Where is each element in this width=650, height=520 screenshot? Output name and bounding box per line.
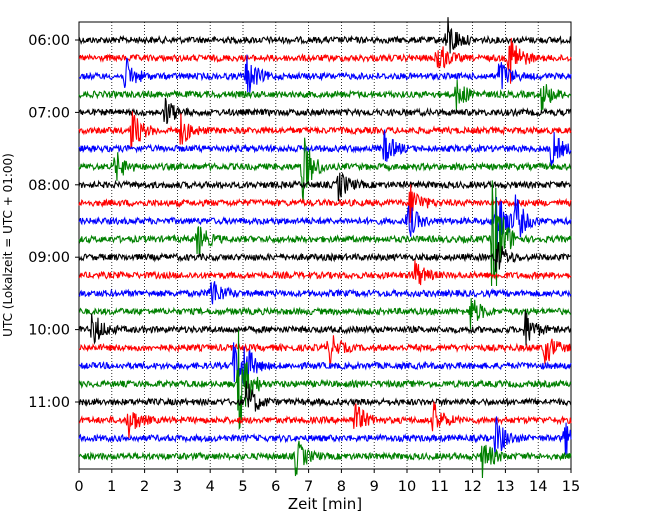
trace-line (78, 54, 572, 93)
seismic-traces (78, 17, 572, 478)
x-tick-label: 4 (206, 479, 215, 495)
x-tick-label: 7 (304, 479, 313, 495)
x-tick-label: 1 (107, 479, 116, 495)
y-axis-title: UTC (Lokalzeit = UTC + 01:00) (1, 153, 15, 337)
trace-line (78, 184, 572, 223)
y-tick-label: 09:00 (28, 250, 70, 266)
x-tick-label: 14 (529, 479, 547, 495)
trace-line (78, 260, 572, 286)
trace-line (78, 440, 572, 478)
x-tick-label: 11 (431, 479, 449, 495)
trace-line (78, 380, 572, 412)
x-tick-label: 12 (463, 479, 481, 495)
trace-line (78, 298, 572, 330)
trace-line (78, 137, 572, 201)
trace-line (78, 129, 572, 167)
trace-line (78, 180, 572, 287)
trace-line (78, 342, 572, 385)
x-tick-label: 2 (140, 479, 149, 495)
trace-line (78, 37, 572, 84)
trace-line (78, 17, 572, 54)
x-axis-title: Zeit [min] (288, 495, 362, 513)
x-tick-label: 13 (496, 479, 514, 495)
x-tick-label: 15 (562, 479, 580, 495)
x-tick-label: 6 (271, 479, 280, 495)
trace-line (78, 97, 572, 125)
trace-line (78, 309, 572, 346)
trace-line (78, 329, 572, 431)
trace-line (78, 194, 572, 251)
trace-line (78, 401, 572, 439)
y-tick-label: 11:00 (28, 395, 70, 411)
y-axis-ticks: 06:00 07:00 08:00 09:00 10:00 11:00 (28, 33, 79, 411)
trace-line (78, 281, 572, 305)
plot-frame (78, 21, 572, 470)
x-tick-label: 3 (173, 479, 182, 495)
y-tick-label: 10:00 (28, 323, 70, 339)
trace-line (78, 79, 572, 113)
grid-lines (111, 22, 539, 469)
y-tick-label: 08:00 (28, 178, 70, 194)
x-tick-label: 10 (398, 479, 416, 495)
trace-line (78, 335, 572, 366)
x-tick-label: 5 (238, 479, 247, 495)
x-tick-label: 9 (370, 479, 379, 495)
x-tick-label: 8 (337, 479, 346, 495)
trace-line (78, 242, 572, 272)
x-axis-ticks: 0 1 2 3 4 5 6 7 8 9 10 11 12 13 14 15 (74, 469, 580, 495)
y-tick-label: 07:00 (28, 105, 70, 121)
trace-line (78, 111, 572, 149)
trace-line (78, 172, 572, 202)
x-tick-label: 0 (74, 479, 83, 495)
trace-line (78, 416, 572, 456)
y-tick-label: 06:00 (28, 33, 70, 49)
